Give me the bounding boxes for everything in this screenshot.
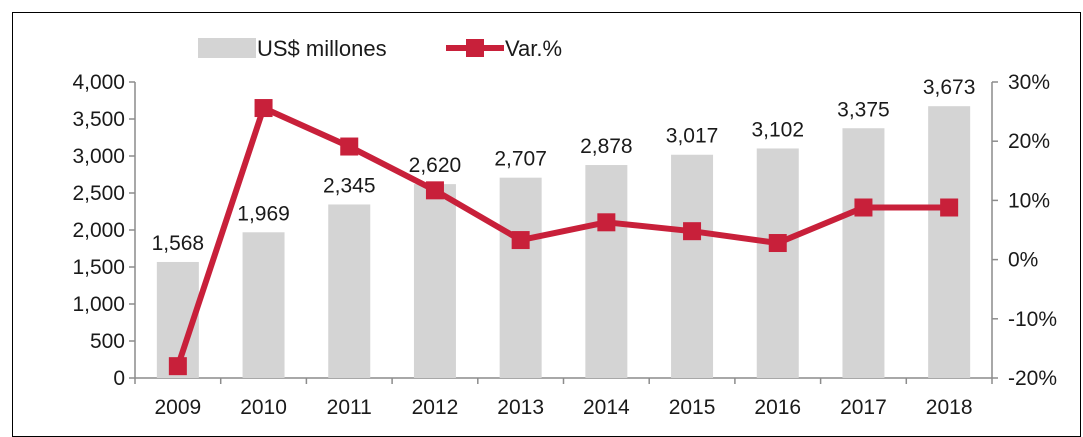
right-tick-label: 0% bbox=[1008, 249, 1038, 272]
line-marker bbox=[168, 357, 187, 376]
bar-value-label: 1,969 bbox=[237, 202, 290, 225]
legend-marker-line bbox=[466, 39, 484, 57]
x-tick-label: 2011 bbox=[327, 396, 372, 419]
bar-value-label: 2,707 bbox=[494, 148, 547, 171]
right-tick-label: 30% bbox=[1008, 71, 1050, 94]
bar bbox=[842, 128, 885, 378]
bars-group bbox=[156, 106, 971, 378]
right-tick-label: -10% bbox=[1008, 308, 1057, 331]
line-marker bbox=[768, 234, 787, 253]
bar-value-label: 2,620 bbox=[409, 154, 462, 177]
x-tick-label: 2012 bbox=[412, 396, 459, 419]
left-tick-label: 3,500 bbox=[72, 108, 125, 131]
x-tick-label: 2015 bbox=[669, 396, 716, 419]
x-tick-label: 2009 bbox=[154, 396, 201, 419]
line-marker bbox=[511, 231, 530, 250]
tick-labels-group: 0 500 1,000 1,500 2,000 2,500 3,000 3,500 4,000 -… bbox=[72, 71, 1057, 419]
bar bbox=[413, 184, 456, 378]
x-tick-label: 2016 bbox=[754, 396, 801, 419]
bar bbox=[585, 165, 628, 378]
right-tick-label: -20% bbox=[1008, 367, 1057, 390]
legend: US$ millones Var.% bbox=[198, 36, 562, 61]
x-tick-label: 2013 bbox=[497, 396, 544, 419]
line-marker bbox=[340, 137, 359, 156]
bar-value-label: 1,568 bbox=[152, 232, 205, 255]
left-tick-label: 1,500 bbox=[72, 256, 125, 279]
x-tick-label: 2014 bbox=[583, 396, 630, 419]
bar-value-label: 3,017 bbox=[666, 125, 719, 148]
bar bbox=[328, 204, 371, 378]
bar-value-label: 3,673 bbox=[923, 76, 976, 99]
left-tick-label: 500 bbox=[90, 330, 125, 353]
x-tick-label: 2018 bbox=[926, 396, 973, 419]
bar-value-label: 3,375 bbox=[837, 98, 890, 121]
bar-value-label: 2,878 bbox=[580, 135, 633, 158]
bar-labels-group: 1,568 1,969 2,345 2,620 2,707 2,878 3,017 3,102… bbox=[152, 76, 976, 255]
bar bbox=[756, 148, 799, 378]
right-tick-label: 10% bbox=[1008, 189, 1050, 212]
bar bbox=[671, 154, 714, 378]
bar-value-label: 2,345 bbox=[323, 174, 376, 197]
bar-value-label: 3,102 bbox=[751, 118, 804, 141]
line-series bbox=[175, 105, 950, 368]
line-series-group bbox=[168, 99, 959, 376]
left-tick-label: 0 bbox=[113, 367, 125, 390]
left-tick-label: 4,000 bbox=[72, 71, 125, 94]
bar bbox=[928, 106, 971, 378]
line-marker bbox=[683, 222, 702, 241]
bar bbox=[242, 232, 285, 378]
left-tick-label: 3,000 bbox=[72, 145, 125, 168]
line-marker bbox=[425, 181, 444, 200]
line-marker bbox=[597, 213, 616, 232]
x-tick-label: 2017 bbox=[840, 396, 887, 419]
right-tick-label: 20% bbox=[1008, 130, 1050, 153]
legend-swatch-bars bbox=[198, 38, 256, 58]
x-tick-label: 2010 bbox=[240, 396, 287, 419]
line-marker bbox=[854, 198, 873, 217]
left-tick-label: 2,000 bbox=[72, 219, 125, 242]
legend-label-line: Var.% bbox=[505, 36, 562, 61]
left-tick-label: 2,500 bbox=[72, 182, 125, 205]
legend-label-bars: US$ millones bbox=[257, 36, 387, 61]
line-marker bbox=[940, 198, 959, 217]
bar bbox=[499, 177, 542, 378]
line-marker bbox=[254, 99, 273, 118]
left-tick-label: 1,000 bbox=[72, 293, 125, 316]
